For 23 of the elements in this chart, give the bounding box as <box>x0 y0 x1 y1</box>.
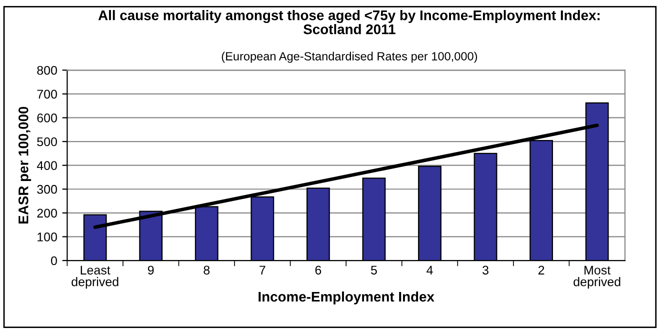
y-tick-label: 0 <box>51 256 57 266</box>
y-tick-label: 500 <box>37 137 57 146</box>
x-tick-label: 7 <box>260 266 266 274</box>
y-tick-label: 800 <box>37 66 57 75</box>
y-tick-label: 400 <box>36 161 57 170</box>
x-tick-label: 6 <box>315 266 322 275</box>
x-tick-label: 9 <box>148 266 154 275</box>
y-tick-label: 300 <box>37 184 57 194</box>
y-tick-label: 700 <box>37 90 57 99</box>
y-tick-label: 100 <box>38 232 57 242</box>
x-tick-label: 8 <box>204 266 210 275</box>
chart-subtitle: (European Age-Standardised Rates per 100,000) <box>222 52 478 63</box>
x-axis-title: Income-Employment Index <box>258 291 434 304</box>
x-tick-label: 2 <box>538 266 544 274</box>
y-tick-label: 600 <box>37 114 57 122</box>
x-tick-label: 4 <box>426 266 433 274</box>
y-axis-title: EASR per 100,000 <box>18 106 32 224</box>
x-tick-label: Most deprived <box>574 266 620 289</box>
y-tick-label: 200 <box>37 208 57 218</box>
x-tick-label: 5 <box>370 266 377 275</box>
x-tick-label: 3 <box>482 266 488 275</box>
chart-title: All cause mortality amongst those aged <75y by Income-Employment Index: Scotland 2011 <box>98 10 600 34</box>
x-tick-label: Least deprived <box>72 266 118 289</box>
